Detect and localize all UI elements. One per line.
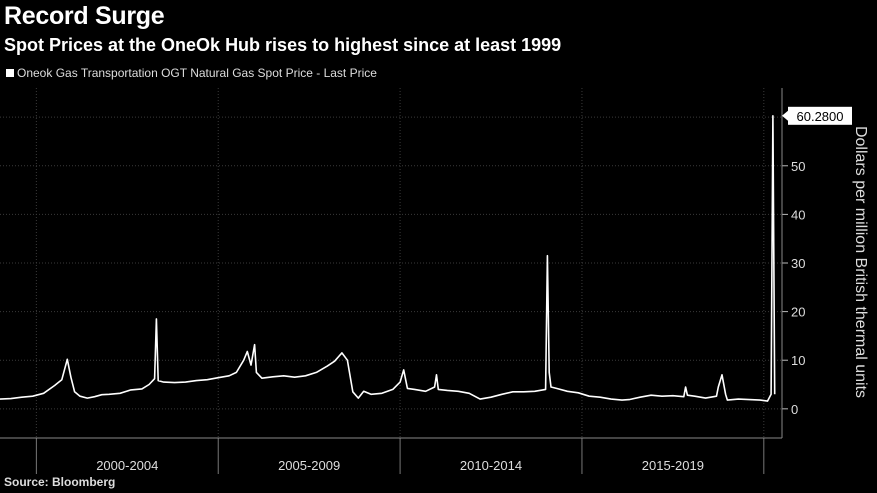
legend-swatch (6, 69, 14, 77)
x-period-label: 2000-2004 (96, 458, 158, 473)
y-tick-label: 20 (791, 305, 805, 320)
x-period-label: 2015-2019 (642, 458, 704, 473)
chart-subtitle: Spot Prices at the OneOk Hub rises to hi… (4, 35, 562, 55)
y-tick-label: 30 (791, 256, 805, 271)
source-note: Source: Bloomberg (4, 475, 116, 489)
legend-label: Oneok Gas Transportation OGT Natural Gas… (17, 66, 377, 80)
last-value-label: 60.2800 (797, 109, 844, 124)
y-tick-label: 0 (791, 402, 798, 417)
series-line (0, 115, 776, 402)
y-axis-label: Dollars per million British thermal unit… (852, 125, 869, 399)
legend: Oneok Gas Transportation OGT Natural Gas… (6, 66, 377, 80)
chart-title: Record Surge (4, 2, 165, 30)
y-tick-label: 40 (791, 207, 805, 222)
y-tick-label: 50 (791, 159, 805, 174)
x-period-label: 2010-2014 (460, 458, 522, 473)
last-value-pointer (782, 110, 788, 121)
y-tick-label: 10 (791, 353, 805, 368)
last-value-badge (788, 106, 852, 125)
x-period-label: 2005-2009 (278, 458, 340, 473)
